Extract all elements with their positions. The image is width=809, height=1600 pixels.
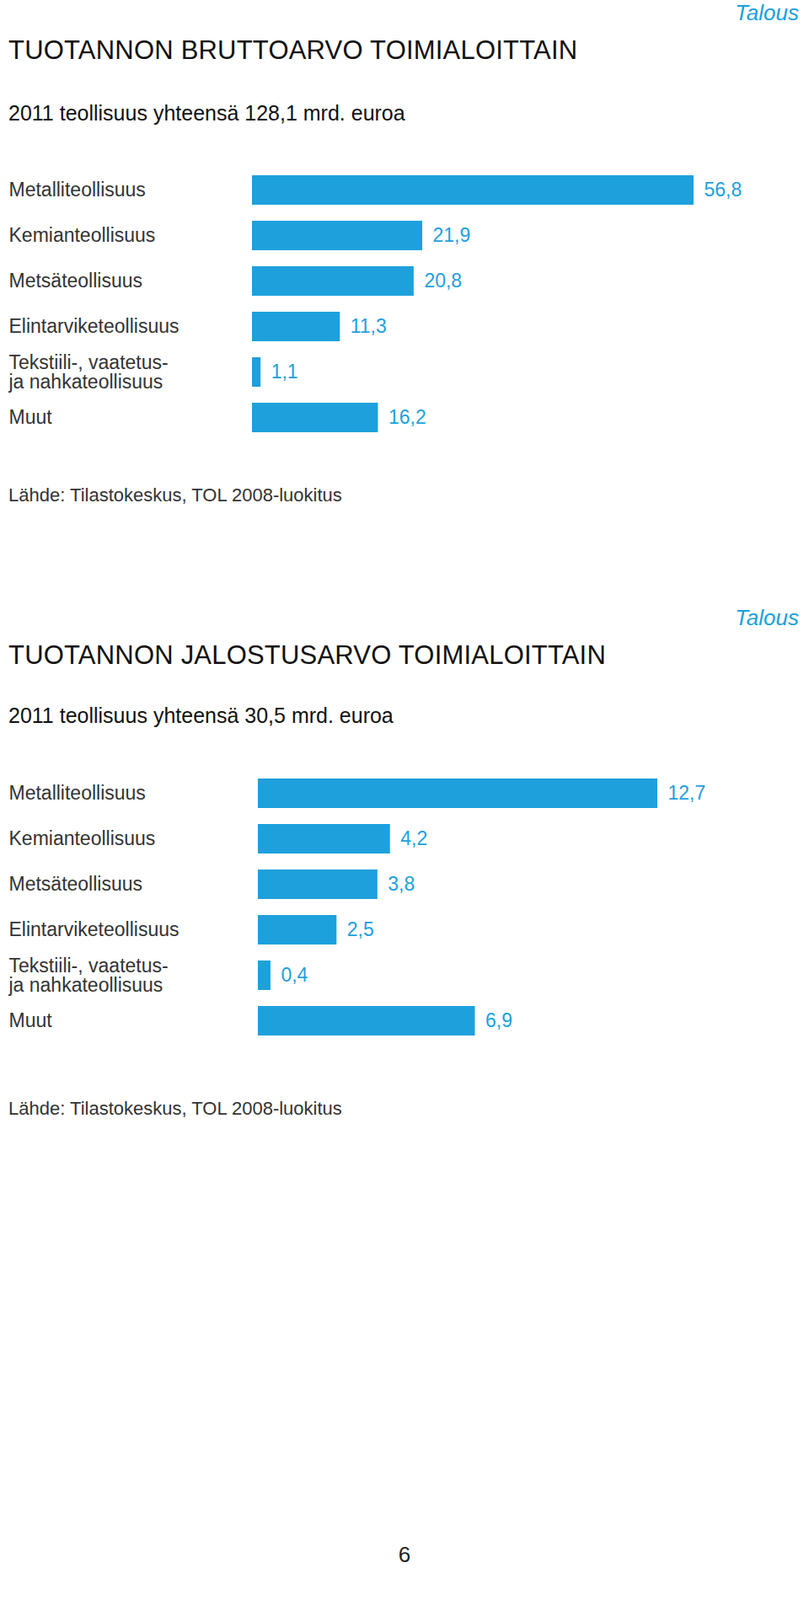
svg-text:Elintarviketeollisuus: Elintarviketeollisuus: [9, 918, 180, 941]
svg-text:6,9: 6,9: [485, 1009, 513, 1032]
svg-text:56,8: 56,8: [704, 178, 743, 201]
svg-text:Metsäteollisuus: Metsäteollisuus: [9, 873, 144, 895]
svg-text:2,5: 2,5: [347, 918, 375, 941]
html-text:6: 6: [398, 1542, 411, 1568]
html-text:Talous: Talous: [735, 0, 799, 26]
svg-text:21,9: 21,9: [433, 224, 472, 247]
html-text:Talous: Talous: [735, 605, 799, 631]
svg-text:Tekstiili-, vaatetus-ja nahkat: Tekstiili-, vaatetus-ja nahkateollisuus: [8, 351, 169, 393]
svg-text:4,2: 4,2: [400, 827, 428, 850]
html-text:TUOTANNON JALOSTUSARVO TOIMIAL: TUOTANNON JALOSTUSARVO TOIMIALOITTAIN: [8, 640, 606, 670]
svg-text:Kemianteollisuus: Kemianteollisuus: [9, 224, 156, 247]
svg-text:Muut: Muut: [9, 1009, 54, 1032]
svg-text:1,1: 1,1: [271, 360, 299, 383]
svg-text:Metalliteollisuus: Metalliteollisuus: [9, 782, 146, 804]
html-text:Lähde: Tilastokeskus, TOL 2008: Lähde: Tilastokeskus, TOL 2008-luokitus: [8, 484, 342, 506]
html-text:2011 teollisuus yhteensä 128,1: 2011 teollisuus yhteensä 128,1 mrd. euro…: [8, 101, 406, 125]
html-text:Lähde: Tilastokeskus, TOL 2008: Lähde: Tilastokeskus, TOL 2008-luokitus: [8, 1098, 342, 1120]
svg-text:0,4: 0,4: [280, 964, 308, 986]
svg-text:Muut: Muut: [9, 406, 54, 429]
svg-text:3,8: 3,8: [387, 873, 415, 895]
svg-text:11,3: 11,3: [350, 315, 387, 338]
svg-text:Metsäteollisuus: Metsäteollisuus: [9, 269, 144, 292]
svg-text:Tekstiili-, vaatetus-ja nahkat: Tekstiili-, vaatetus-ja nahkateollisuus: [8, 954, 169, 997]
html-text:2011 teollisuus yhteensä 30,5: 2011 teollisuus yhteensä 30,5 mrd. euroa: [8, 703, 394, 728]
svg-text:20,8: 20,8: [423, 269, 462, 292]
svg-text:12,7: 12,7: [668, 782, 707, 804]
html-text:TUOTANNON BRUTTOARVO TOIMIALOI: TUOTANNON BRUTTOARVO TOIMIALOITTAIN: [8, 35, 578, 65]
svg-text:Metalliteollisuus: Metalliteollisuus: [9, 178, 146, 201]
svg-text:16,2: 16,2: [388, 406, 427, 429]
svg-text:Kemianteollisuus: Kemianteollisuus: [9, 827, 156, 850]
svg-text:Elintarviketeollisuus: Elintarviketeollisuus: [9, 315, 180, 338]
